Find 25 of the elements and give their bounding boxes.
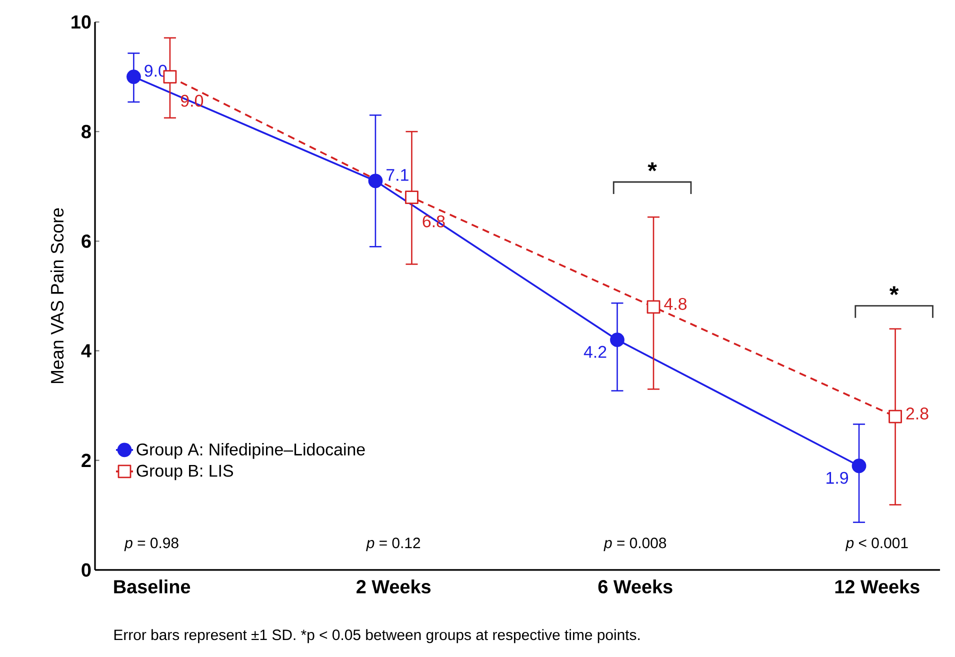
x-tick-label: 2 Weeks	[356, 580, 431, 594]
y-axis-title: Mean VAS Pain Score	[50, 208, 64, 384]
y-tick-label: 0	[82, 563, 91, 577]
y-tick-label: 6	[82, 234, 91, 248]
data-label: 7.1	[386, 169, 408, 181]
y-tick-label: 10	[72, 15, 91, 29]
y-tick-label: 8	[82, 124, 91, 138]
data-label: 4.8	[664, 298, 687, 310]
annotation: p < 0.001	[845, 538, 908, 552]
data-label: 1.9	[826, 472, 848, 484]
data-label: 2.8	[906, 408, 928, 420]
x-tick-label: 6 Weeks	[598, 580, 672, 594]
annotation: *	[648, 162, 657, 172]
annotation: p = 0.008	[604, 538, 666, 552]
y-tick-label: 4	[81, 344, 92, 358]
annotation: p = 0.98	[124, 538, 178, 552]
data-label: 4.2	[584, 346, 606, 358]
y-tick-label: 2	[82, 454, 91, 467]
x-tick-label: 12 Weeks	[835, 580, 920, 594]
annotation: p = 0.12	[366, 538, 420, 552]
annotation: *	[889, 286, 899, 296]
x-tick-label: Baseline	[114, 580, 190, 594]
legend-label: Group B: LIS	[136, 464, 234, 480]
legend-label: Group A: Nifedipine–Lidocaine	[136, 443, 365, 459]
text: Error bars represent ±1 SD. *p < 0.05 between groups at respective time points.	[114, 629, 640, 644]
